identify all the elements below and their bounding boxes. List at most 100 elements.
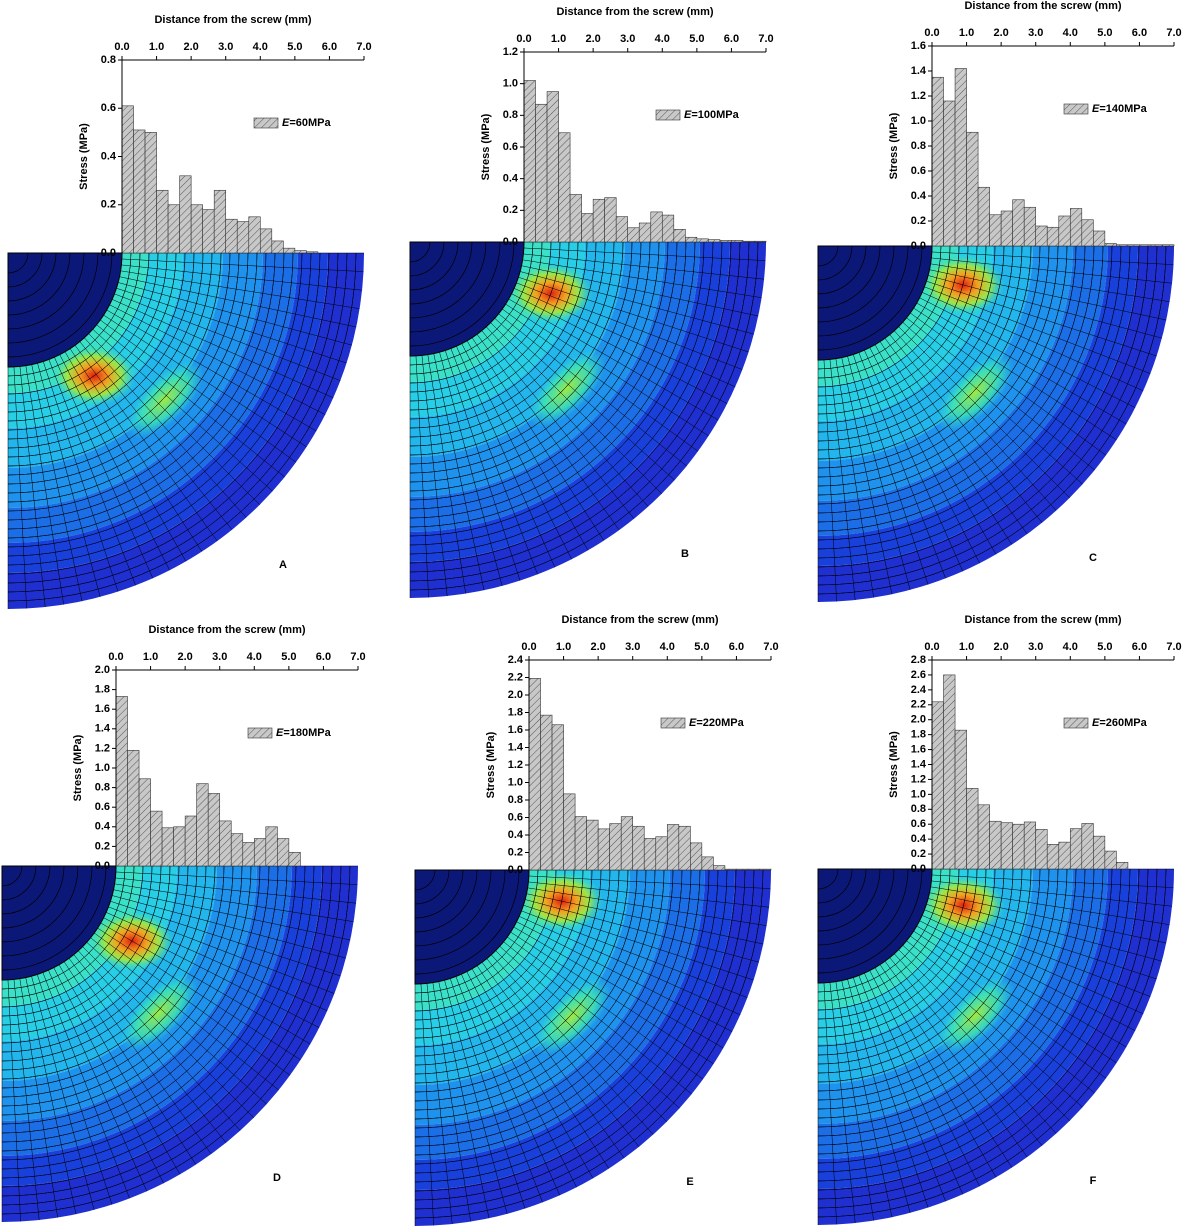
bar <box>1069 828 1083 870</box>
bar <box>759 868 772 871</box>
y-tick-label: 1.2 <box>911 773 926 785</box>
mesh-ray <box>931 257 1173 284</box>
y-tick-label: 2.4 <box>911 684 927 696</box>
bar <box>638 222 652 243</box>
bar <box>650 211 663 243</box>
stress-band <box>415 870 771 1226</box>
y-tick-label: 1.4 <box>911 65 927 77</box>
mesh-ray <box>58 964 181 1175</box>
x-tick-label: 1.0 <box>959 641 974 653</box>
mesh-ray <box>476 965 610 1169</box>
mesh-ray <box>444 980 508 1214</box>
mesh-ray <box>864 973 964 1195</box>
mesh-ray <box>103 314 307 448</box>
mesh-ray <box>114 883 354 922</box>
y-tick-label: 0.4 <box>101 150 117 162</box>
mesh-ray <box>511 293 728 404</box>
mesh-ray <box>499 946 680 1109</box>
screw-ring <box>409 241 515 347</box>
bar <box>685 236 698 243</box>
bar <box>1127 244 1140 247</box>
panel: 0.00.20.40.60.81.01.20.0 1.0 2.0 3.0 4.0 5.0 6… <box>409 6 774 598</box>
mesh-ray <box>902 945 1083 1108</box>
x-tick-label: 5.0 <box>689 33 704 45</box>
screw-ring <box>414 869 492 947</box>
bar <box>196 783 209 867</box>
screw-ring <box>1 865 65 929</box>
legend-swatch <box>655 109 681 121</box>
mesh-ray <box>115 871 358 885</box>
y-tick-label: 1.2 <box>508 759 523 771</box>
mesh-ray <box>48 359 136 586</box>
x-tick-label: 4.0 <box>655 33 670 45</box>
bar <box>236 221 250 254</box>
x-axis-title: Distance from the screw (mm) <box>556 6 713 18</box>
legend-swatch <box>660 717 686 729</box>
x-tick-label: 7.0 <box>1166 27 1181 39</box>
bar <box>115 696 128 867</box>
screw-ring <box>409 241 501 333</box>
mesh-ray <box>922 915 1144 1015</box>
bar <box>156 189 169 254</box>
x-tick-label: 7.0 <box>763 641 778 653</box>
mesh-ray <box>894 330 1057 511</box>
mesh-ray <box>444 350 521 581</box>
bar <box>661 214 675 243</box>
bar <box>609 823 622 871</box>
stress-band <box>2 866 322 1186</box>
legend-swatch <box>247 727 273 739</box>
stress-band <box>410 242 625 457</box>
stress-band <box>8 253 364 609</box>
mesh-ray <box>31 976 95 1210</box>
mesh-ray <box>889 957 1043 1146</box>
bar <box>713 865 726 871</box>
bar <box>173 826 186 867</box>
bar <box>225 218 238 254</box>
screw-ring <box>817 245 895 323</box>
y-tick-label: 0.6 <box>911 165 926 177</box>
mesh-ray <box>526 893 764 945</box>
screw-ring <box>817 868 867 918</box>
bar <box>558 132 571 243</box>
mesh-ray <box>420 983 434 1226</box>
mesh-ray <box>913 307 1117 441</box>
bar <box>708 239 721 243</box>
mesh-ray <box>114 293 341 381</box>
bar <box>690 842 703 871</box>
bar <box>1023 206 1037 247</box>
x-tick-label: 5.0 <box>1097 641 1112 653</box>
mesh-ray <box>829 982 856 1224</box>
mesh-ray <box>92 329 273 492</box>
mesh-ray <box>491 954 654 1135</box>
legend-label: E=220MPa <box>689 717 745 729</box>
screw-ring <box>817 868 853 904</box>
y-tick-label: 0.0 <box>911 240 926 252</box>
y-tick-label: 0.4 <box>503 173 519 185</box>
mesh-ray <box>906 940 1095 1094</box>
mesh-ray <box>115 877 357 904</box>
mesh-ray <box>858 352 946 579</box>
x-tick-label: 6.0 <box>316 651 331 663</box>
bar <box>150 810 163 867</box>
bar <box>943 674 956 870</box>
mesh-ray <box>37 363 101 597</box>
y-axis-title: Stress (MPa) <box>72 734 84 801</box>
stress-warm <box>936 353 1014 432</box>
mesh-ray <box>109 304 326 415</box>
y-tick-label: 0.8 <box>911 140 926 152</box>
bar <box>1058 215 1071 247</box>
bar <box>563 793 576 871</box>
stress-band <box>818 246 1138 566</box>
mesh-ray <box>916 925 1127 1048</box>
mesh-ray <box>919 920 1136 1031</box>
stress-band <box>410 242 730 562</box>
bar <box>144 132 157 254</box>
screw-ring <box>7 252 99 344</box>
x-tick-label: 6.0 <box>1132 27 1147 39</box>
screw-ring <box>817 245 909 337</box>
mesh-ray <box>82 946 254 1118</box>
stress-band <box>2 866 358 1222</box>
bar <box>615 216 629 243</box>
mesh-ray <box>113 889 351 941</box>
bar <box>230 833 244 867</box>
